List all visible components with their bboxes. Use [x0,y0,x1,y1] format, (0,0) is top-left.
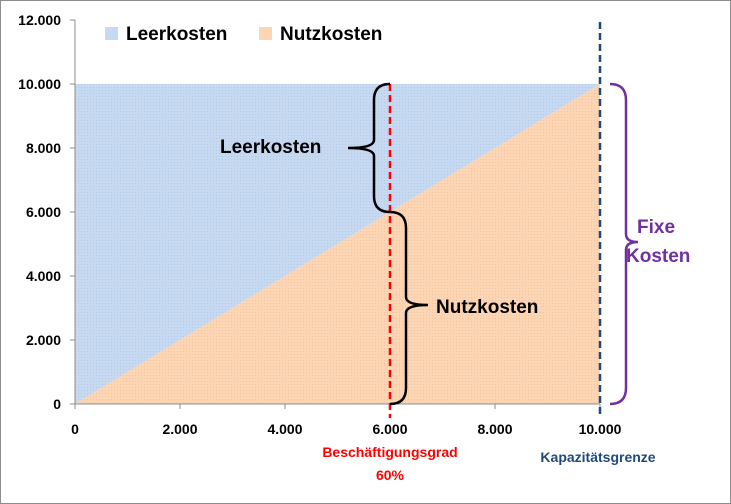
legend-swatch-nutzkosten [259,27,272,40]
beschaeftigungsgrad-value: 60% [376,467,405,483]
x-tick-label: 0 [71,421,79,437]
annotation-leerkosten: Leerkosten [220,137,321,158]
series-area-nutzkosten [75,84,600,404]
x-tick-label: 8.000 [477,421,512,437]
x-tick-label: 6.000 [372,421,407,437]
annotation-nutzkosten: Nutzkosten [436,297,538,318]
fixe-kosten-brace [609,82,639,406]
x-tick-label: 10.000 [579,421,622,437]
x-axis-ticks: 0 2.000 4.000 6.000 8.000 10.000 [71,404,622,437]
x-tick-label: 2.000 [162,421,197,437]
annotation-fixe: Fixe [637,217,675,238]
y-tick-label: 10.000 [18,76,61,92]
annotation-kosten: Kosten [626,246,690,267]
kapazitaetsgrenze-label: Kapazitätsgrenze [540,449,655,465]
legend-label-leerkosten: Leerkosten [126,24,227,45]
y-tick-label: 12.000 [18,12,61,28]
legend-label-nutzkosten: Nutzkosten [280,24,382,45]
nutzkosten-brace [389,210,429,406]
beschaeftigungsgrad-label: Beschäftigungsgrad [322,444,457,460]
y-tick-label: 8.000 [26,140,61,156]
y-tick-label: 4.000 [26,268,61,284]
y-axis-ticks: 0 2.000 4.000 6.000 8.000 10.000 12.000 [18,12,75,412]
legend-swatch-leerkosten [105,27,118,40]
y-tick-label: 0 [53,396,61,412]
x-tick-label: 4.000 [267,421,302,437]
leerkosten-brace [347,82,391,214]
y-tick-label: 6.000 [26,204,61,220]
y-tick-label: 2.000 [26,332,61,348]
